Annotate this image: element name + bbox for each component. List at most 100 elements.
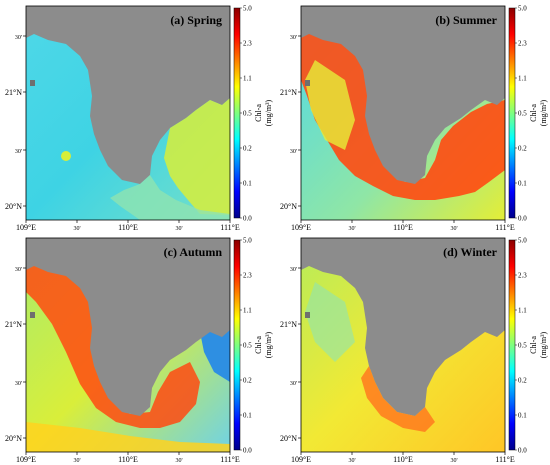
land-north <box>301 238 361 254</box>
colorbar-unit: (mg/m³) <box>539 99 548 126</box>
panel-autumn: (c) Autumn 30' 21°N 30' 20°N 109°E 30' 110°E 30… <box>0 232 275 465</box>
colorbar-unit: (mg/m³) <box>264 331 273 358</box>
colorbar-label: 0.5 <box>518 342 527 350</box>
lat-tick-label: 30' <box>290 381 297 387</box>
lon-tick-label: 30' <box>73 458 80 464</box>
colorbar-unit: (mg/m³) <box>539 331 548 358</box>
bloom-band <box>26 252 200 428</box>
island <box>30 80 35 86</box>
southern-band <box>26 422 230 452</box>
colorbar <box>233 7 241 219</box>
colorbar-label: 1.1 <box>243 307 252 315</box>
hotspot <box>61 151 71 161</box>
lat-tick-label: 21°N <box>5 320 22 329</box>
colorbar-title: Chl-a <box>529 336 538 354</box>
lon-tick-label: 111°E <box>495 455 515 464</box>
colorbar-label: 0.5 <box>243 110 252 118</box>
lon-tick-label: 110°E <box>118 455 138 464</box>
colorbar-title: Chl-a <box>254 104 263 122</box>
colorbar-title: Chl-a <box>254 336 263 354</box>
lon-tick-label: 30' <box>450 226 457 232</box>
coastal-band <box>361 366 435 432</box>
coastal-band <box>164 98 230 215</box>
colorbar <box>233 239 241 451</box>
colorbar-label: 0.0 <box>243 447 252 455</box>
lon-tick-label: 109°E <box>291 223 311 232</box>
colorbar-label: 0.0 <box>518 215 527 223</box>
map-winter: (d) Winter 30' 21°N 30' 20°N 109°E 30' 110°E 30… <box>280 237 548 465</box>
lon-tick-label: 111°E <box>220 223 240 232</box>
colorbar-label: 0.5 <box>243 342 252 350</box>
colorbar-label: 1.1 <box>518 307 527 315</box>
colorbar-unit: (mg/m³) <box>264 99 273 126</box>
colorbar-label: 0.2 <box>243 377 252 385</box>
lon-tick-label: 30' <box>175 226 182 232</box>
lat-tick-label: 21°N <box>280 88 297 97</box>
lat-tick-label: 21°N <box>280 320 297 329</box>
panel-title: (a) Spring <box>170 13 222 27</box>
lat-tick-label: 20°N <box>280 434 297 443</box>
lon-tick-label: 30' <box>73 226 80 232</box>
map-summer: (b) Summer 30' 21°N 30' 20°N 109°E 30' 110°E 30… <box>280 5 548 233</box>
lat-tick-label: 30' <box>290 149 297 155</box>
lat-tick-label: 21°N <box>5 88 22 97</box>
lat-tick-label: 30' <box>290 267 297 273</box>
colorbar-label: 0.5 <box>518 110 527 118</box>
lon-tick-label: 30' <box>348 226 355 232</box>
colorbar-label: 0.1 <box>243 412 252 420</box>
lat-tick-label: 30' <box>15 35 22 41</box>
island <box>305 312 310 318</box>
colorbar-title: Chl-a <box>529 104 538 122</box>
colorbar-label: 5.0 <box>518 237 527 245</box>
colorbar-label: 0.1 <box>518 412 527 420</box>
mid-band <box>305 60 355 150</box>
lat-tick-label: 20°N <box>5 434 22 443</box>
land-mass <box>301 238 505 416</box>
land-mass <box>301 6 505 184</box>
lon-tick-label: 109°E <box>16 223 36 232</box>
panel-title: (d) Winter <box>443 245 498 259</box>
lon-tick-label: 110°E <box>118 223 138 232</box>
panel-spring: (a) Spring 30' 21°N 30' 20°N 109°E 30' 110°E 30… <box>0 0 275 233</box>
island <box>305 80 310 86</box>
colorbar-label: 0.2 <box>518 145 527 153</box>
colorbar-label: 0.2 <box>518 377 527 385</box>
lon-tick-label: 110°E <box>393 455 413 464</box>
colorbar-label: 2.3 <box>518 272 527 280</box>
colorbar-label: 0.2 <box>243 145 252 153</box>
panel-summer: (b) Summer 30' 21°N 30' 20°N 109°E 30' 110°E 30… <box>275 0 550 233</box>
lat-tick-label: 20°N <box>280 202 297 211</box>
lat-tick-label: 30' <box>15 381 22 387</box>
colorbar-label: 1.1 <box>243 75 252 83</box>
colorbar-label: 5.0 <box>243 5 252 13</box>
lat-tick-label: 30' <box>15 267 22 273</box>
lon-tick-label: 110°E <box>393 223 413 232</box>
gulf-band <box>110 175 230 220</box>
island <box>30 312 35 318</box>
lon-tick-label: 30' <box>450 458 457 464</box>
colorbar-label: 2.3 <box>518 40 527 48</box>
colorbar-label: 5.0 <box>518 5 527 13</box>
colorbar-label: 0.1 <box>243 180 252 188</box>
colorbar-label: 0.1 <box>518 180 527 188</box>
colorbar-label: 0.0 <box>243 215 252 223</box>
lon-tick-label: 111°E <box>220 455 240 464</box>
land-mass <box>26 238 230 416</box>
panel-title: (c) Autumn <box>164 245 223 259</box>
lon-tick-label: 30' <box>175 458 182 464</box>
bloom-band <box>301 24 505 200</box>
panel-title: (b) Summer <box>435 13 497 27</box>
colorbar <box>508 7 516 219</box>
map-spring: (a) Spring 30' 21°N 30' 20°N 109°E 30' 110°E 30… <box>5 5 273 233</box>
colorbar-label: 5.0 <box>243 237 252 245</box>
land-north <box>26 238 86 254</box>
lat-tick-label: 30' <box>290 35 297 41</box>
panel-winter: (d) Winter 30' 21°N 30' 20°N 109°E 30' 110°E 30… <box>275 232 550 465</box>
lat-tick-label: 30' <box>15 149 22 155</box>
lon-tick-label: 30' <box>348 458 355 464</box>
land-north <box>26 6 86 22</box>
lon-tick-label: 111°E <box>495 223 515 232</box>
colorbar-label: 2.3 <box>243 272 252 280</box>
land-mass <box>26 6 230 184</box>
lon-tick-label: 109°E <box>16 455 36 464</box>
